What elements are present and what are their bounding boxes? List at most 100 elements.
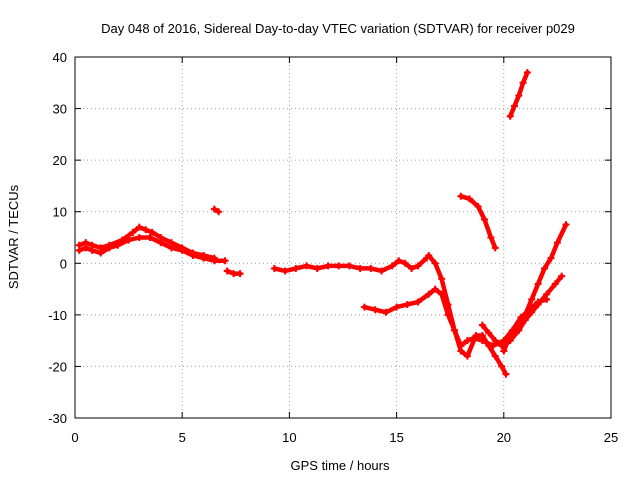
x-axis-label: GPS time / hours <box>291 458 390 473</box>
y-tick-label: 20 <box>53 153 67 168</box>
data-point <box>534 301 542 309</box>
x-tick-label: 0 <box>71 430 78 445</box>
axis-ticks: 0 5 10 15 20 25 -30 -20 -10 0 10 20 30 40 <box>48 50 618 445</box>
data-point <box>491 352 499 360</box>
data-point <box>506 112 514 120</box>
data-point <box>157 234 165 241</box>
data-point <box>303 262 311 270</box>
data-point <box>431 259 439 267</box>
data-point <box>511 102 519 110</box>
data-point <box>292 264 300 272</box>
data-point <box>401 259 409 267</box>
data-point <box>210 254 218 262</box>
x-tick-label: 5 <box>179 430 186 445</box>
data-point <box>215 208 223 216</box>
data-series-9 <box>478 272 566 350</box>
data-point <box>210 205 218 213</box>
series-trace <box>480 273 564 349</box>
data-point <box>75 241 83 249</box>
data-series-11 <box>506 68 531 120</box>
data-point <box>547 254 555 262</box>
data-point <box>491 337 499 345</box>
data-point <box>88 241 96 249</box>
data-point <box>438 275 446 283</box>
data-point <box>313 264 321 272</box>
data-point <box>360 303 368 311</box>
x-tick-label: 15 <box>389 430 403 445</box>
data-point <box>543 290 551 298</box>
data-point <box>551 280 559 288</box>
data-point <box>431 285 439 293</box>
data-series <box>75 68 570 378</box>
y-tick-label: -30 <box>48 411 67 426</box>
data-point <box>425 252 433 260</box>
data-point <box>142 226 150 234</box>
series-trace <box>77 224 217 261</box>
data-point <box>500 347 508 355</box>
data-point <box>82 239 90 247</box>
data-point <box>118 236 126 244</box>
data-point <box>521 311 529 319</box>
data-point <box>345 262 353 270</box>
data-point <box>558 272 566 280</box>
data-point <box>515 92 523 100</box>
data-point <box>236 270 244 278</box>
data-point <box>395 257 403 265</box>
data-point <box>478 331 486 339</box>
data-point <box>230 270 238 278</box>
data-point <box>528 295 536 303</box>
data-series-5 <box>270 254 431 275</box>
data-point <box>221 257 229 265</box>
data-point <box>148 228 156 236</box>
data-point <box>523 68 531 76</box>
data-point <box>200 252 208 260</box>
data-point <box>541 264 549 272</box>
data-point <box>382 308 390 316</box>
data-point <box>371 306 379 314</box>
data-point <box>528 308 536 316</box>
y-tick-label: 40 <box>53 50 67 65</box>
data-point <box>519 79 527 87</box>
data-point <box>498 362 506 370</box>
data-point <box>378 267 386 275</box>
data-point <box>135 234 143 241</box>
data-point <box>408 264 416 272</box>
data-point <box>463 337 471 345</box>
y-tick-label: -20 <box>48 359 67 374</box>
data-point <box>270 264 278 272</box>
grid <box>75 57 611 418</box>
data-series-3 <box>223 267 244 278</box>
y-tick-label: -10 <box>48 308 67 323</box>
data-point <box>135 223 143 231</box>
data-series-8 <box>457 192 499 252</box>
series-trace <box>501 222 569 354</box>
plot-frame <box>74 56 612 419</box>
data-point <box>189 249 197 257</box>
data-point <box>502 370 510 378</box>
data-point <box>478 321 486 329</box>
data-point <box>356 264 364 272</box>
data-point <box>335 262 343 270</box>
data-point <box>463 352 471 360</box>
x-tick-label: 10 <box>282 430 296 445</box>
data-point <box>506 331 514 339</box>
data-point <box>367 264 375 272</box>
data-point <box>534 280 542 288</box>
data-point <box>414 262 422 270</box>
data-point <box>485 342 493 350</box>
data-point <box>388 262 396 270</box>
data-point <box>223 267 231 275</box>
x-tick-label: 20 <box>497 430 511 445</box>
data-point <box>393 303 401 311</box>
data-point <box>403 301 411 309</box>
data-point <box>178 244 186 252</box>
chart-title: Day 048 of 2016, Sidereal Day-to-day VTE… <box>101 21 575 36</box>
y-axis-label: SDTVAR / TECUs <box>6 184 21 289</box>
data-point <box>105 241 113 249</box>
data-point <box>515 321 523 329</box>
data-point <box>457 347 465 355</box>
data-point <box>465 195 473 203</box>
data-point <box>562 221 570 229</box>
data-series-10 <box>500 221 570 355</box>
